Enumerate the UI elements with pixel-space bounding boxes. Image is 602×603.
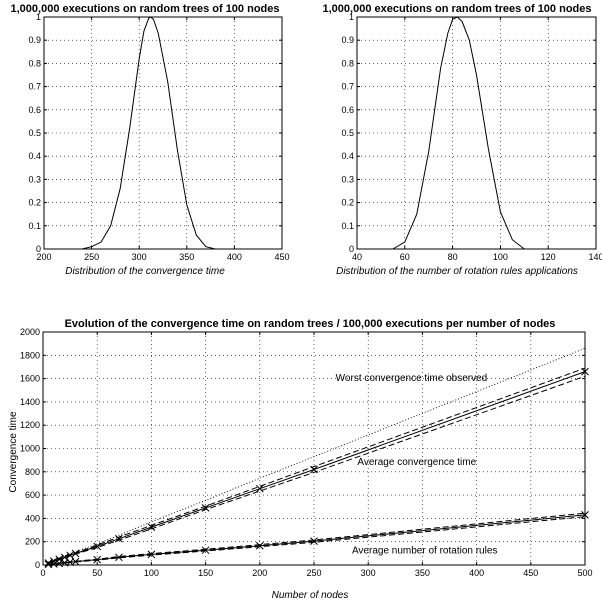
- data-point-average: [255, 484, 264, 493]
- chart-title: Evolution of the convergence time on ran…: [65, 318, 556, 330]
- series-line-rotations-lower: [48, 516, 586, 566]
- series-line-0: [81, 16, 216, 250]
- y-tick-label: 0.7: [341, 82, 354, 92]
- chart-title: 1,000,000 executions on random trees of …: [11, 3, 280, 15]
- y-tick-label: 0.6: [28, 105, 41, 115]
- y-tick-label: 0.8: [28, 58, 41, 68]
- y-tick-label: 400: [25, 513, 40, 523]
- y-tick-label: 0: [36, 244, 41, 254]
- y-tick-label: 0.1: [28, 221, 41, 231]
- y-tick-label: 0: [35, 560, 40, 570]
- data-point-average: [66, 551, 74, 560]
- annotation-label: Average convergence time: [357, 457, 476, 468]
- x-tick-label: 450: [274, 252, 289, 262]
- y-tick-label: 1: [36, 12, 41, 22]
- x-tick-label: 500: [577, 568, 592, 578]
- y-tick-label: 1800: [20, 350, 40, 360]
- chart-title: 1,000,000 executions on random trees of …: [323, 3, 592, 15]
- y-tick-label: 0.9: [341, 35, 354, 45]
- y-tick-label: 1600: [20, 374, 40, 384]
- x-tick-label: 300: [361, 568, 376, 578]
- plot-frame: [356, 16, 597, 250]
- y-tick-label: 0.4: [28, 151, 41, 161]
- y-tick-label: 0: [349, 244, 354, 254]
- y-tick-label: 0.2: [341, 198, 354, 208]
- y-tick-label: 600: [25, 490, 40, 500]
- x-tick-label: 120: [541, 252, 556, 262]
- y-tick-label: 1400: [20, 397, 40, 407]
- data-point-average: [581, 367, 589, 376]
- y-tick-label: 0.9: [28, 35, 41, 45]
- y-tick-label: 0.2: [28, 198, 41, 208]
- x-tick-label: 50: [92, 568, 102, 578]
- data-point-rotations: [115, 553, 123, 562]
- x-axis-label: Distribution of the convergence time: [65, 266, 225, 277]
- y-tick-label: 0.1: [341, 221, 354, 231]
- x-tick-label: 400: [227, 252, 242, 262]
- x-tick-label: 60: [400, 252, 410, 262]
- x-tick-label: 40: [352, 252, 362, 262]
- y-tick-label: 0.4: [341, 151, 354, 161]
- annotation-label: Worst convergence time observed: [336, 373, 488, 384]
- x-tick-label: 400: [469, 568, 484, 578]
- data-point-average: [147, 523, 156, 531]
- data-point-rotations: [310, 537, 318, 545]
- y-tick-label: 800: [25, 467, 40, 477]
- x-axis-label: Number of nodes: [272, 590, 349, 601]
- chart-convergence-distribution: 1,000,000 executions on random trees of …: [11, 3, 290, 277]
- x-tick-label: 350: [179, 252, 194, 262]
- x-tick-label: 200: [36, 252, 51, 262]
- y-tick-label: 0.5: [28, 128, 41, 138]
- x-tick-label: 100: [144, 568, 159, 578]
- series-line-0: [392, 16, 525, 250]
- annotation-label: Average number of rotation rules: [352, 545, 497, 556]
- x-tick-label: 200: [252, 568, 267, 578]
- series-line-worst: [48, 347, 586, 563]
- y-tick-label: 0.8: [341, 58, 354, 68]
- x-tick-label: 450: [523, 568, 538, 578]
- y-tick-label: 0.6: [341, 105, 354, 115]
- series-line-average-upper: [48, 367, 586, 564]
- y-tick-label: 0.3: [28, 174, 41, 184]
- x-axis-label: Distribution of the number of rotation r…: [336, 266, 578, 277]
- data-point-rotations: [255, 541, 264, 550]
- plot-frame: [43, 16, 283, 250]
- data-point-average: [115, 534, 123, 543]
- x-tick-label: 250: [306, 568, 321, 578]
- chart-rotation-distribution: 1,000,000 executions on random trees of …: [323, 3, 602, 277]
- x-tick-label: 350: [415, 568, 430, 578]
- y-tick-label: 2000: [20, 327, 40, 337]
- y-tick-label: 200: [25, 537, 40, 547]
- data-point-average: [71, 549, 80, 558]
- y-tick-label: 0.7: [28, 82, 41, 92]
- x-tick-label: 300: [132, 252, 147, 262]
- x-tick-label: 100: [493, 252, 508, 262]
- chart-convergence-evolution: Evolution of the convergence time on ran…: [8, 318, 593, 601]
- x-tick-label: 80: [448, 252, 458, 262]
- x-tick-label: 0: [40, 568, 45, 578]
- y-tick-label: 1: [349, 12, 354, 22]
- y-tick-label: 0.3: [341, 174, 354, 184]
- x-tick-label: 150: [198, 568, 213, 578]
- x-tick-label: 250: [84, 252, 99, 262]
- series-line-rotations: [48, 514, 586, 565]
- y-tick-label: 0.5: [341, 128, 354, 138]
- y-tick-label: 1000: [20, 444, 40, 454]
- y-axis-label: Convergence time: [8, 411, 19, 493]
- data-point-rotations: [201, 546, 210, 555]
- data-point-rotations: [147, 550, 156, 559]
- series-line-average-lower: [48, 375, 586, 564]
- y-tick-label: 1200: [20, 420, 40, 430]
- x-tick-label: 140: [588, 252, 602, 262]
